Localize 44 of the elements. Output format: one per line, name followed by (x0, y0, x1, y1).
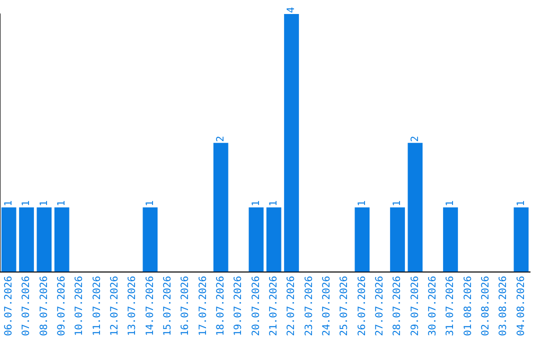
data-label: 1 (21, 200, 32, 206)
x-tick-label: 04.08.2026 (516, 276, 527, 336)
x-tick-label: 07.07.2026 (21, 276, 32, 336)
data-label: 2 (410, 136, 421, 142)
data-label: 1 (516, 200, 527, 206)
x-tick-label: 13.07.2026 (127, 276, 138, 336)
data-label: 1 (356, 200, 368, 206)
data-label: 1 (250, 200, 262, 206)
x-tick-label: 29.07.2026 (410, 276, 421, 336)
x-tick-label: 03.08.2026 (498, 276, 510, 336)
data-label: 1 (392, 200, 404, 206)
x-tick-label: 09.07.2026 (56, 276, 68, 336)
x-tick-label: 21.07.2026 (268, 276, 280, 336)
x-tick-label: 31.07.2026 (445, 276, 456, 336)
x-tick-label: 11.07.2026 (92, 276, 103, 336)
x-tick-label: 12.07.2026 (109, 276, 120, 336)
x-tick-label: 18.07.2026 (215, 276, 226, 336)
x-tick-label: 28.07.2026 (392, 276, 404, 336)
data-label: 1 (445, 200, 456, 206)
x-tick-label: 01.08.2026 (462, 276, 474, 336)
x-tick-label: 02.08.2026 (480, 276, 492, 336)
x-tick-label: 06.07.2026 (3, 276, 14, 336)
data-label: 1 (38, 200, 50, 206)
data-label: 4 (286, 6, 298, 13)
x-tick-label: 10.07.2026 (74, 276, 86, 336)
x-tick-label: 14.07.2026 (144, 276, 156, 336)
x-tick-label: 19.07.2026 (233, 276, 244, 336)
data-label: 1 (56, 200, 68, 206)
x-tick-label: 27.07.2026 (374, 276, 386, 336)
data-label: 1 (3, 200, 14, 206)
x-tick-label: 25.07.2026 (339, 276, 350, 336)
x-tick-label: 24.07.2026 (321, 276, 332, 336)
x-tick-label: 23.07.2026 (304, 276, 315, 336)
x-tick-label: 08.07.2026 (38, 276, 50, 336)
x-tick-label: 26.07.2026 (356, 276, 368, 336)
x-tick-label: 17.07.2026 (198, 276, 209, 336)
x-tick-label: 22.07.2026 (286, 276, 298, 336)
x-tick-label: 16.07.2026 (180, 276, 192, 336)
x-tick-label: 30.07.2026 (427, 276, 438, 336)
x-tick-label: 15.07.2026 (162, 276, 174, 336)
data-label: 1 (144, 200, 156, 206)
data-label: 1 (268, 200, 280, 206)
data-label: 2 (215, 136, 226, 142)
x-tick-label: 20.07.2026 (250, 276, 262, 336)
